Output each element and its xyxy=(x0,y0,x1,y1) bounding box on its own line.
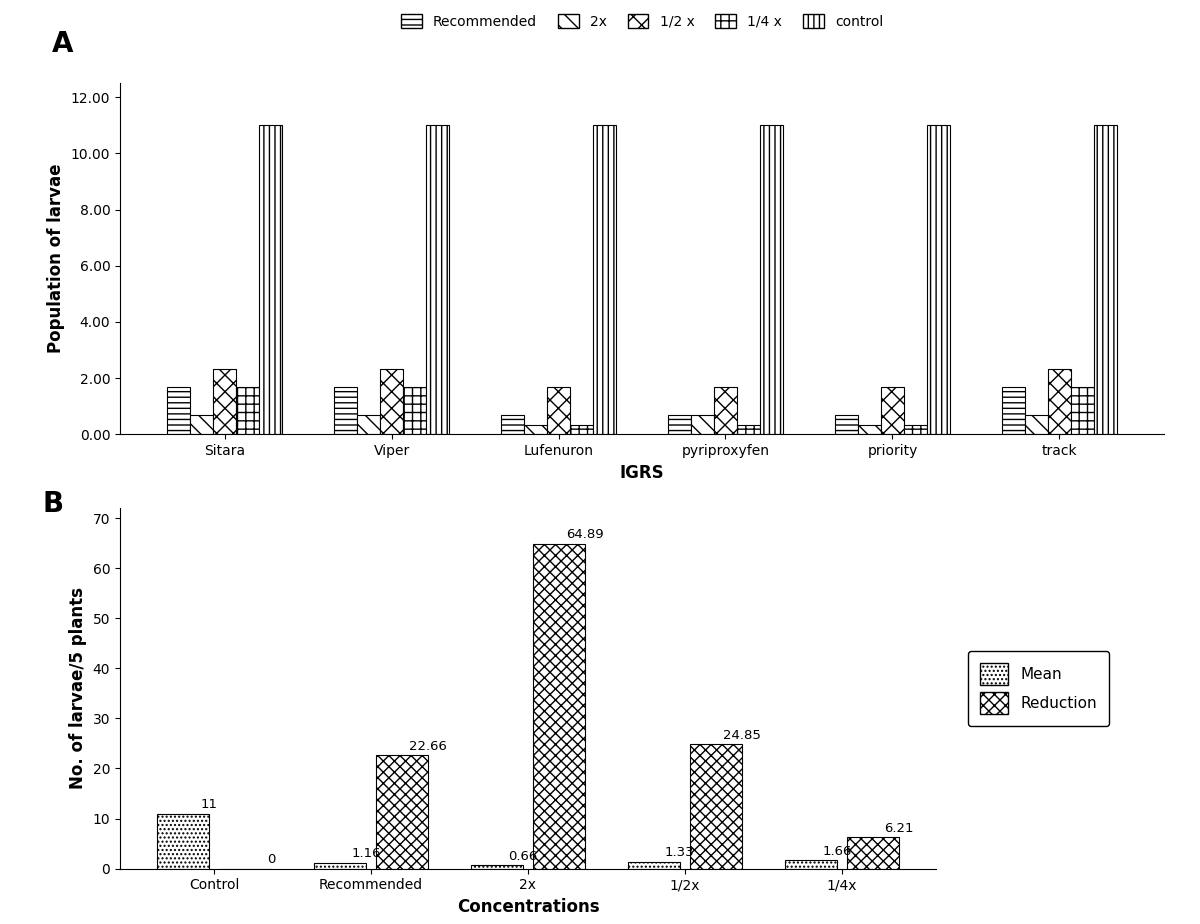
Bar xyxy=(628,862,680,869)
Bar xyxy=(533,544,584,869)
Bar xyxy=(168,387,191,434)
Bar xyxy=(502,416,524,434)
Bar xyxy=(472,865,523,869)
Bar xyxy=(858,425,881,434)
Bar xyxy=(593,126,616,434)
Text: 11: 11 xyxy=(200,798,217,811)
Text: 1.66: 1.66 xyxy=(822,845,852,857)
Bar xyxy=(335,387,358,434)
Bar xyxy=(214,369,236,434)
Text: A: A xyxy=(52,30,73,58)
Bar xyxy=(835,416,858,434)
Y-axis label: Population of larvae: Population of larvae xyxy=(47,164,65,354)
Bar xyxy=(259,126,282,434)
Text: 0: 0 xyxy=(266,853,275,866)
Bar xyxy=(714,387,737,434)
Bar xyxy=(191,416,214,434)
Bar xyxy=(1070,387,1093,434)
Bar xyxy=(524,425,547,434)
Text: 1.33: 1.33 xyxy=(665,846,695,859)
Text: 22.66: 22.66 xyxy=(409,739,446,753)
Bar xyxy=(376,755,428,869)
Bar xyxy=(403,387,426,434)
Bar xyxy=(426,126,449,434)
Bar xyxy=(847,837,899,869)
Bar xyxy=(668,416,691,434)
Text: 1.16: 1.16 xyxy=(352,847,380,860)
Text: B: B xyxy=(42,490,64,518)
Bar xyxy=(236,387,259,434)
Legend: Recommended, 2x, 1/2 x, 1/4 x, control: Recommended, 2x, 1/2 x, 1/4 x, control xyxy=(395,8,889,34)
Text: 6.21: 6.21 xyxy=(884,822,913,835)
Bar xyxy=(1093,126,1116,434)
Text: 64.89: 64.89 xyxy=(566,529,604,541)
Bar xyxy=(314,863,366,869)
Bar xyxy=(1002,387,1025,434)
X-axis label: IGRS: IGRS xyxy=(619,464,665,481)
X-axis label: Concentrations: Concentrations xyxy=(457,898,599,916)
Bar xyxy=(690,744,742,869)
Text: 24.85: 24.85 xyxy=(722,729,761,742)
Bar xyxy=(570,425,593,434)
Bar xyxy=(547,387,570,434)
Bar xyxy=(380,369,403,434)
Text: 0.66: 0.66 xyxy=(508,850,538,863)
Bar xyxy=(881,387,904,434)
Bar xyxy=(737,425,760,434)
Bar xyxy=(1025,416,1048,434)
Bar xyxy=(358,416,380,434)
Bar xyxy=(760,126,782,434)
Bar xyxy=(926,126,949,434)
Y-axis label: No. of larvae/5 plants: No. of larvae/5 plants xyxy=(70,588,88,789)
Bar xyxy=(785,860,836,869)
Bar xyxy=(1048,369,1070,434)
Legend: Mean, Reduction: Mean, Reduction xyxy=(968,650,1109,726)
Bar xyxy=(157,813,209,869)
Bar xyxy=(691,416,714,434)
Bar xyxy=(904,425,926,434)
